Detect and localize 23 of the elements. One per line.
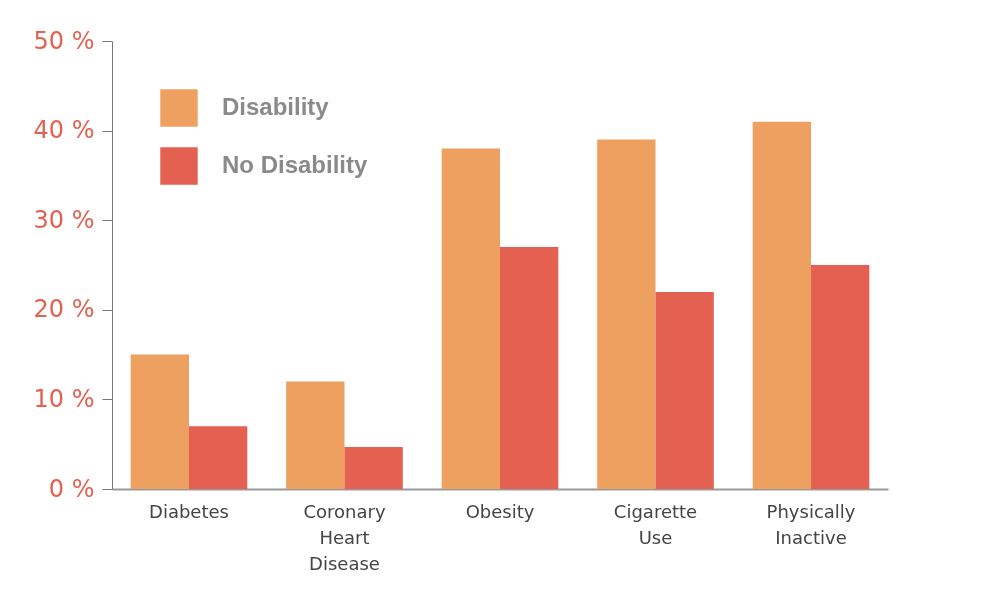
x-tick-label: Physically Inactive — [766, 500, 856, 548]
y-tick-label: 10 % — [33, 384, 95, 413]
y-tick-label: 30 % — [33, 205, 95, 234]
bar — [286, 381, 345, 489]
bar — [752, 121, 812, 489]
x-tick-label: Diabetes — [149, 500, 229, 522]
x-tick-label: Coronary Heart Disease — [303, 500, 386, 574]
y-tick-label: 20 % — [33, 295, 95, 324]
bar — [500, 247, 559, 489]
bar — [130, 354, 189, 489]
bar — [655, 291, 714, 489]
legend-label: Disability — [222, 93, 330, 120]
legend-label: No Disability — [222, 151, 369, 178]
y-tick-label: 40 % — [33, 116, 95, 145]
x-tick-label: Obesity — [465, 500, 535, 522]
bar — [597, 139, 656, 489]
bar — [811, 265, 870, 489]
bar — [188, 426, 248, 489]
y-tick-label: 0 % — [48, 474, 95, 503]
bar — [344, 446, 403, 489]
y-tick-label: 50 % — [33, 26, 95, 55]
x-tick-label: Cigarette Use — [613, 500, 698, 548]
bar — [441, 148, 500, 489]
